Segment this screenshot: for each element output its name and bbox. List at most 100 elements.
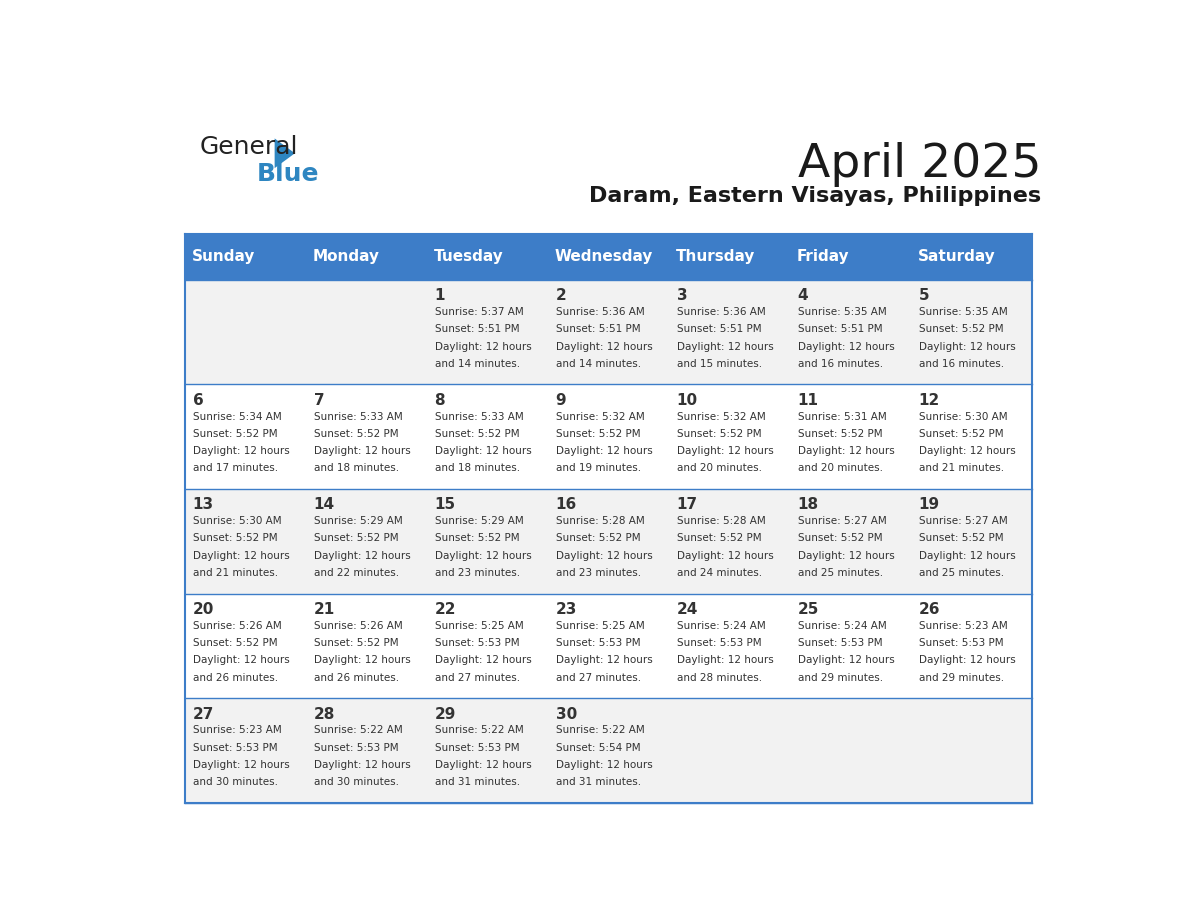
Text: Daylight: 12 hours: Daylight: 12 hours <box>556 760 652 770</box>
Text: 5: 5 <box>918 288 929 303</box>
Text: and 30 minutes.: and 30 minutes. <box>192 778 278 788</box>
Text: Sunset: 5:53 PM: Sunset: 5:53 PM <box>192 743 277 753</box>
Bar <box>549 280 669 385</box>
Text: Sunset: 5:52 PM: Sunset: 5:52 PM <box>918 533 1003 543</box>
Text: 28: 28 <box>314 707 335 722</box>
Text: and 29 minutes.: and 29 minutes. <box>918 673 1004 683</box>
Bar <box>307 385 428 489</box>
Text: Sunrise: 5:23 AM: Sunrise: 5:23 AM <box>918 621 1007 631</box>
Text: Sunset: 5:52 PM: Sunset: 5:52 PM <box>314 533 398 543</box>
Text: Sunrise: 5:37 AM: Sunrise: 5:37 AM <box>435 307 524 317</box>
Text: Sunset: 5:52 PM: Sunset: 5:52 PM <box>192 638 277 648</box>
Text: Blue: Blue <box>257 162 320 185</box>
Text: Daylight: 12 hours: Daylight: 12 hours <box>192 655 290 666</box>
Text: and 16 minutes.: and 16 minutes. <box>797 359 883 369</box>
Text: Sunset: 5:52 PM: Sunset: 5:52 PM <box>435 533 519 543</box>
Text: Sunset: 5:51 PM: Sunset: 5:51 PM <box>797 324 883 334</box>
Text: and 17 minutes.: and 17 minutes. <box>192 464 278 474</box>
Text: 27: 27 <box>192 707 214 722</box>
Bar <box>428 280 549 385</box>
Text: 18: 18 <box>797 498 819 512</box>
Text: Sunset: 5:52 PM: Sunset: 5:52 PM <box>314 638 398 648</box>
Text: Daylight: 12 hours: Daylight: 12 hours <box>918 341 1016 352</box>
Text: Sunrise: 5:36 AM: Sunrise: 5:36 AM <box>556 307 644 317</box>
Text: 21: 21 <box>314 602 335 617</box>
Text: Sunset: 5:51 PM: Sunset: 5:51 PM <box>556 324 640 334</box>
Bar <box>307 489 428 594</box>
Text: 15: 15 <box>435 498 456 512</box>
Bar <box>307 234 428 280</box>
Text: Daram, Eastern Visayas, Philippines: Daram, Eastern Visayas, Philippines <box>589 185 1042 206</box>
Text: Daylight: 12 hours: Daylight: 12 hours <box>556 655 652 666</box>
Text: 26: 26 <box>918 602 940 617</box>
Text: Sunset: 5:53 PM: Sunset: 5:53 PM <box>556 638 640 648</box>
Text: Sunrise: 5:30 AM: Sunrise: 5:30 AM <box>918 411 1007 421</box>
Bar <box>911 234 1032 280</box>
Text: Sunday: Sunday <box>191 250 254 264</box>
Text: Daylight: 12 hours: Daylight: 12 hours <box>314 760 410 770</box>
Text: 3: 3 <box>677 288 687 303</box>
Text: Sunrise: 5:36 AM: Sunrise: 5:36 AM <box>677 307 765 317</box>
Text: Sunset: 5:52 PM: Sunset: 5:52 PM <box>192 429 277 439</box>
Text: Sunset: 5:52 PM: Sunset: 5:52 PM <box>435 429 519 439</box>
Text: Sunset: 5:52 PM: Sunset: 5:52 PM <box>314 429 398 439</box>
Text: Daylight: 12 hours: Daylight: 12 hours <box>797 551 895 561</box>
Bar <box>669 594 790 699</box>
Text: 22: 22 <box>435 602 456 617</box>
Text: 13: 13 <box>192 498 214 512</box>
Bar <box>307 280 428 385</box>
Text: 9: 9 <box>556 393 567 408</box>
Bar <box>911 489 1032 594</box>
Bar <box>549 385 669 489</box>
Bar <box>911 699 1032 803</box>
Text: and 28 minutes.: and 28 minutes. <box>677 673 762 683</box>
Text: and 31 minutes.: and 31 minutes. <box>556 778 640 788</box>
Bar <box>790 489 911 594</box>
Text: 19: 19 <box>918 498 940 512</box>
Text: and 21 minutes.: and 21 minutes. <box>918 464 1004 474</box>
Text: 2: 2 <box>556 288 567 303</box>
Text: Sunrise: 5:24 AM: Sunrise: 5:24 AM <box>677 621 765 631</box>
Bar <box>911 280 1032 385</box>
Text: Daylight: 12 hours: Daylight: 12 hours <box>918 655 1016 666</box>
Text: Daylight: 12 hours: Daylight: 12 hours <box>797 655 895 666</box>
Text: Daylight: 12 hours: Daylight: 12 hours <box>918 446 1016 456</box>
Polygon shape <box>274 139 295 168</box>
Text: 30: 30 <box>556 707 577 722</box>
Text: Sunset: 5:52 PM: Sunset: 5:52 PM <box>918 324 1003 334</box>
Text: Sunrise: 5:32 AM: Sunrise: 5:32 AM <box>556 411 644 421</box>
Bar <box>185 699 307 803</box>
Text: and 16 minutes.: and 16 minutes. <box>918 359 1004 369</box>
Text: Sunset: 5:52 PM: Sunset: 5:52 PM <box>918 429 1003 439</box>
Bar <box>669 385 790 489</box>
Text: Sunrise: 5:25 AM: Sunrise: 5:25 AM <box>556 621 644 631</box>
Text: Daylight: 12 hours: Daylight: 12 hours <box>435 760 531 770</box>
Text: and 14 minutes.: and 14 minutes. <box>435 359 519 369</box>
Text: Sunrise: 5:28 AM: Sunrise: 5:28 AM <box>556 516 644 526</box>
Text: Daylight: 12 hours: Daylight: 12 hours <box>435 341 531 352</box>
Text: and 15 minutes.: and 15 minutes. <box>677 359 762 369</box>
Bar <box>307 699 428 803</box>
Bar <box>669 489 790 594</box>
Text: 20: 20 <box>192 602 214 617</box>
Text: Sunset: 5:53 PM: Sunset: 5:53 PM <box>918 638 1003 648</box>
Bar <box>428 385 549 489</box>
Text: Sunset: 5:53 PM: Sunset: 5:53 PM <box>314 743 398 753</box>
Text: Sunrise: 5:35 AM: Sunrise: 5:35 AM <box>918 307 1007 317</box>
Bar <box>790 594 911 699</box>
Bar <box>911 385 1032 489</box>
Text: Sunset: 5:52 PM: Sunset: 5:52 PM <box>677 533 762 543</box>
Text: Daylight: 12 hours: Daylight: 12 hours <box>556 446 652 456</box>
Text: and 23 minutes.: and 23 minutes. <box>435 568 519 578</box>
Text: Daylight: 12 hours: Daylight: 12 hours <box>797 446 895 456</box>
Text: 8: 8 <box>435 393 446 408</box>
Text: 17: 17 <box>677 498 697 512</box>
Text: Sunset: 5:52 PM: Sunset: 5:52 PM <box>797 533 883 543</box>
Text: 12: 12 <box>918 393 940 408</box>
Text: and 25 minutes.: and 25 minutes. <box>918 568 1004 578</box>
Text: Sunrise: 5:31 AM: Sunrise: 5:31 AM <box>797 411 886 421</box>
Text: and 26 minutes.: and 26 minutes. <box>192 673 278 683</box>
Text: 11: 11 <box>797 393 819 408</box>
Text: and 26 minutes.: and 26 minutes. <box>314 673 399 683</box>
Text: Sunrise: 5:23 AM: Sunrise: 5:23 AM <box>192 725 282 735</box>
